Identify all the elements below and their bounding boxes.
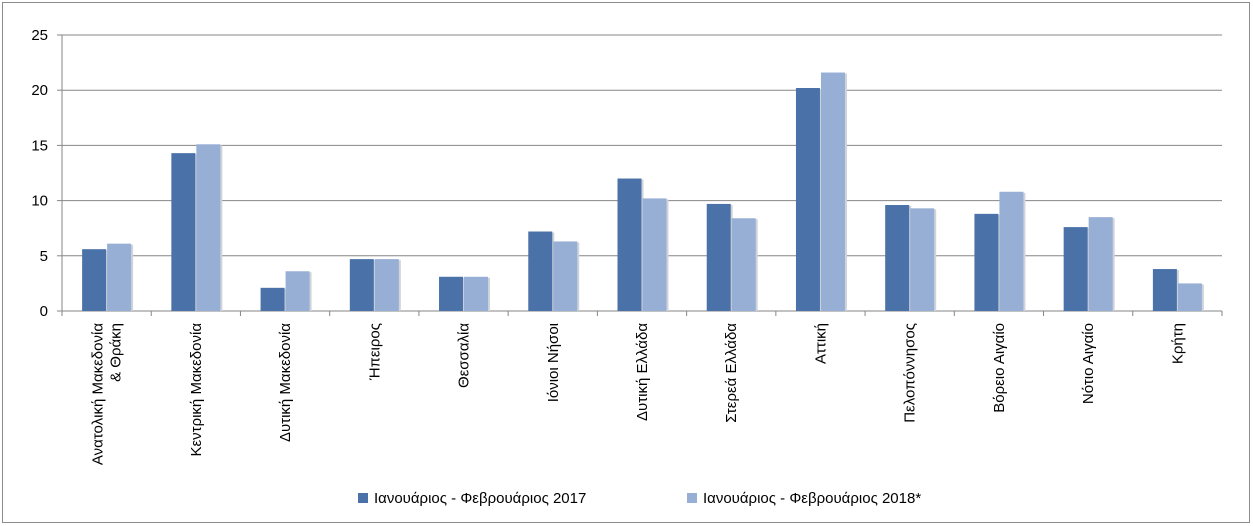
category-label: Πελοπόννησος (902, 323, 919, 423)
bar (285, 271, 310, 311)
bar (910, 208, 935, 311)
bar (464, 276, 489, 311)
category-label: Νότιο Αιγαίο (1080, 323, 1097, 404)
bar (171, 153, 196, 311)
category-label: Δυτική Ελλάδα (634, 323, 651, 421)
y-tick-label: 15 (31, 137, 48, 154)
y-tick-label: 25 (31, 27, 48, 44)
bar (617, 178, 642, 311)
bar (974, 213, 999, 311)
category-label: Ήπειρος (366, 323, 383, 381)
category-label: Ανατολική Μακεδονία (90, 323, 107, 465)
bar (349, 259, 374, 311)
bar (260, 287, 285, 311)
category-label: Κρήτη (1169, 323, 1186, 364)
bar (706, 203, 731, 311)
category-label: Στερεά Ελλάδα (723, 323, 740, 423)
bar (795, 87, 820, 311)
bar (528, 231, 553, 311)
category-label: & Θράκη (108, 323, 125, 382)
legend-swatch (687, 493, 697, 503)
legend-label: Ιανουάριος - Φεβρουάριος 2018* (703, 490, 921, 507)
y-tick-label: 20 (31, 82, 48, 99)
bar (1063, 227, 1088, 311)
bar (196, 144, 221, 311)
bar (107, 243, 132, 311)
bar (374, 259, 399, 311)
bar (731, 218, 756, 311)
legend-swatch (358, 493, 368, 503)
category-label: Ιόνιοι Νήσοι (545, 323, 562, 402)
bar (82, 249, 107, 311)
y-tick-label: 5 (40, 248, 48, 265)
category-label: Δυτική Μακεδονία (277, 323, 294, 442)
y-tick-label: 10 (31, 193, 48, 210)
bar (820, 72, 845, 311)
bar (553, 241, 578, 311)
bar (885, 205, 910, 311)
category-label: Βόρειο Αιγαίο (991, 323, 1008, 413)
bar (1177, 283, 1202, 311)
bar (999, 191, 1024, 311)
y-tick-label: 0 (40, 303, 48, 320)
category-label: Θεσσαλία (456, 323, 473, 388)
bar (1152, 269, 1177, 311)
legend-label: Ιανουάριος - Φεβρουάριος 2017 (374, 490, 586, 507)
bar (1088, 217, 1113, 311)
bar (642, 198, 667, 311)
bar (439, 276, 464, 311)
category-label: Αττική (812, 323, 829, 364)
category-label: Κεντρική Μακεδονία (188, 323, 205, 457)
